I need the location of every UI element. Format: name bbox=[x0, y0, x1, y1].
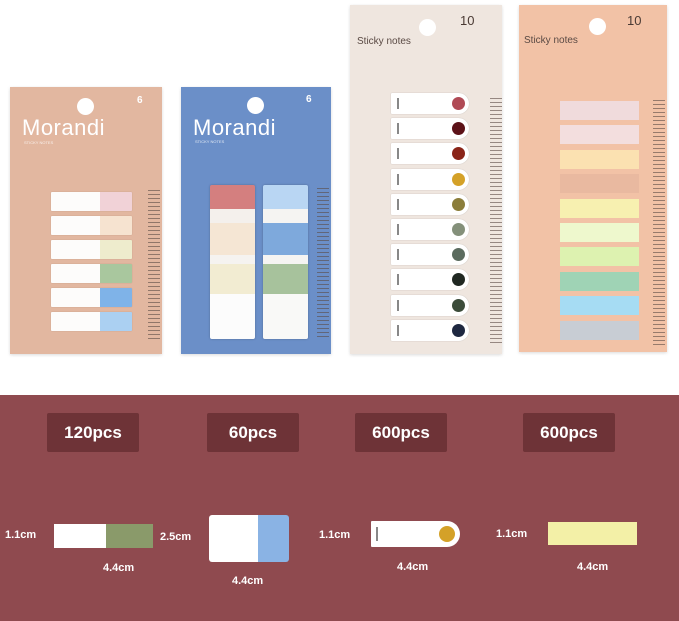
quantity-label: 120pcs bbox=[47, 413, 139, 452]
sticky-tab bbox=[51, 192, 132, 211]
width-label: 4.4cm bbox=[103, 562, 135, 574]
height-label: 1.1cm bbox=[496, 528, 528, 540]
quantity-label: 60pcs bbox=[207, 413, 299, 452]
sticky-column bbox=[263, 185, 308, 339]
sticky-bar bbox=[560, 198, 639, 218]
product-card-sticky-dots: 10 Sticky notes bbox=[350, 5, 502, 354]
ruler bbox=[148, 187, 160, 342]
sticky-segment bbox=[263, 223, 308, 255]
ruler bbox=[653, 97, 665, 347]
hang-hole bbox=[77, 98, 94, 115]
product-title: Sticky notes bbox=[524, 35, 578, 46]
width-label: 4.4cm bbox=[577, 561, 609, 573]
sticky-segment bbox=[210, 209, 255, 223]
size-swatch bbox=[548, 522, 637, 545]
color-count: 6 bbox=[137, 95, 143, 106]
sticky-tab bbox=[391, 319, 469, 341]
color-count: 6 bbox=[306, 94, 312, 105]
hang-hole bbox=[419, 19, 436, 36]
sticky-tab bbox=[391, 118, 469, 140]
sticky-segment bbox=[210, 223, 255, 255]
sticky-segment bbox=[210, 264, 255, 294]
sticky-segment bbox=[263, 185, 308, 209]
color-count: 10 bbox=[460, 13, 475, 28]
size-swatch bbox=[209, 515, 289, 562]
product-card-morandi-pink: 6 Morandi STICKY NOTES bbox=[10, 87, 162, 354]
sticky-tab bbox=[391, 294, 469, 316]
sticky-bar bbox=[560, 149, 639, 169]
product-card-morandi-blue: 6 Morandi STICKY NOTES bbox=[181, 87, 331, 354]
sticky-tab bbox=[51, 264, 132, 283]
sticky-bar bbox=[560, 174, 639, 194]
color-dot bbox=[452, 172, 465, 186]
sticky-bar bbox=[560, 125, 639, 145]
size-swatch bbox=[371, 521, 460, 547]
color-dot bbox=[452, 197, 465, 211]
sticky-bar bbox=[560, 101, 639, 120]
quantity-label: 600pcs bbox=[355, 413, 447, 452]
sticky-segment bbox=[263, 255, 308, 264]
color-count: 10 bbox=[627, 13, 642, 28]
sticky-tab bbox=[51, 288, 132, 307]
sticky-tab bbox=[391, 193, 469, 215]
color-dot bbox=[452, 273, 465, 287]
color-dot bbox=[452, 223, 465, 236]
brand-name: Morandi bbox=[22, 115, 105, 140]
brand-subtitle: STICKY NOTES bbox=[24, 140, 54, 145]
sticky-tab bbox=[391, 244, 469, 266]
color-dot bbox=[452, 97, 465, 110]
height-label: 2.5cm bbox=[160, 531, 192, 543]
color-dot bbox=[452, 122, 465, 136]
sticky-segment bbox=[263, 264, 308, 294]
sticky-tab bbox=[391, 269, 469, 291]
sticky-segment bbox=[210, 185, 255, 209]
sticky-tab bbox=[391, 168, 469, 190]
sticky-bar bbox=[560, 247, 639, 267]
width-label: 4.4cm bbox=[232, 575, 264, 587]
sticky-bar bbox=[560, 223, 639, 242]
color-dot bbox=[452, 323, 465, 337]
color-dot bbox=[452, 248, 465, 262]
brand-subtitle: STICKY NOTES bbox=[195, 139, 225, 144]
sticky-tab bbox=[391, 219, 469, 240]
sticky-bar bbox=[560, 296, 639, 316]
ruler bbox=[490, 95, 502, 345]
hang-hole bbox=[247, 97, 264, 114]
sticky-tab bbox=[51, 312, 132, 331]
hang-hole bbox=[589, 18, 606, 35]
size-swatch bbox=[54, 524, 153, 548]
width-label: 4.4cm bbox=[397, 561, 429, 573]
sticky-bar bbox=[560, 271, 639, 291]
ruler bbox=[317, 185, 329, 340]
sticky-tab bbox=[391, 93, 469, 114]
color-dot bbox=[452, 147, 465, 161]
sticky-segment bbox=[263, 294, 308, 339]
sticky-segment bbox=[210, 294, 255, 339]
brand-name: Morandi bbox=[193, 115, 276, 140]
sticky-bar bbox=[560, 320, 639, 340]
sticky-tab bbox=[391, 143, 469, 165]
height-label: 1.1cm bbox=[5, 529, 37, 541]
product-card-sticky-pastel: 10 Sticky notes bbox=[519, 5, 667, 352]
quantity-label: 600pcs bbox=[523, 413, 615, 452]
sticky-tab bbox=[51, 240, 132, 259]
sticky-column bbox=[210, 185, 255, 339]
color-dot bbox=[452, 298, 465, 312]
sticky-segment bbox=[210, 255, 255, 264]
height-label: 1.1cm bbox=[319, 529, 351, 541]
sticky-tab bbox=[51, 216, 132, 235]
sticky-segment bbox=[263, 209, 308, 223]
product-title: Sticky notes bbox=[357, 36, 411, 47]
